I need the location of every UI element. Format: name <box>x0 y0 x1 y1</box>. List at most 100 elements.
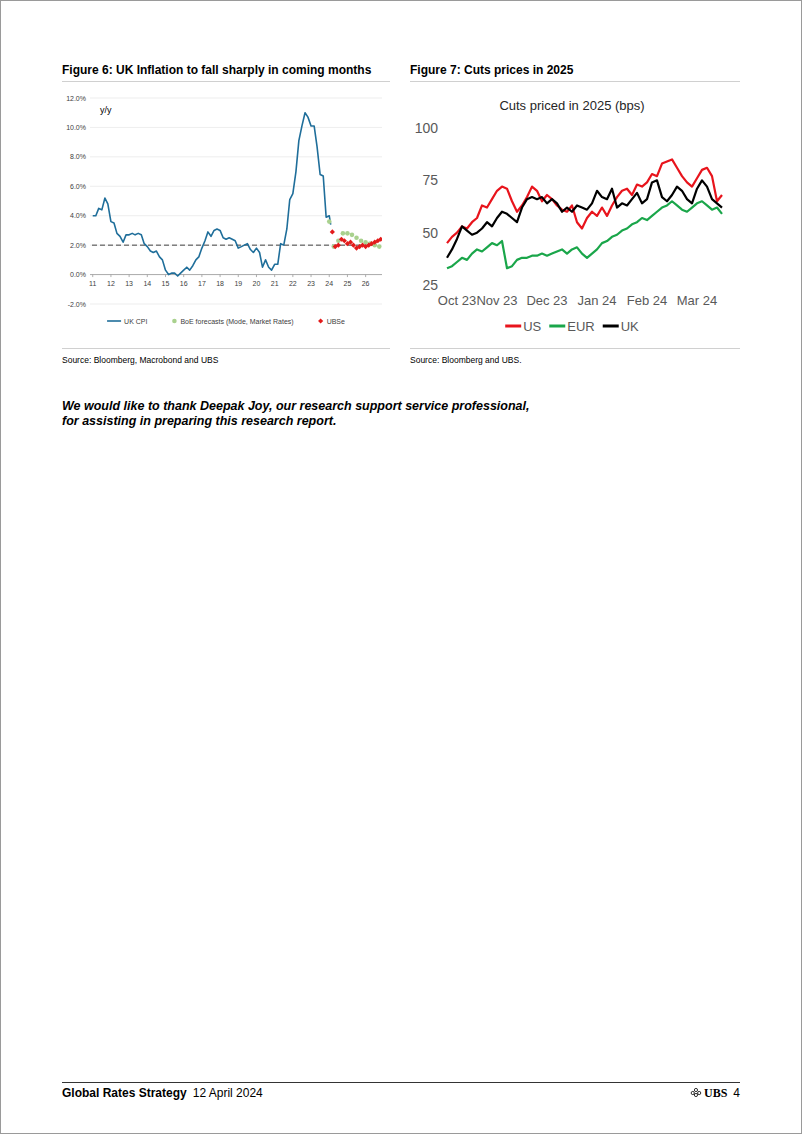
footer-brand: UBS <box>704 1086 728 1100</box>
x-tick <box>110 275 111 278</box>
logo-icon <box>691 1088 701 1096</box>
x-tick-label: Oct 23 <box>438 293 476 308</box>
legend-label: UBSe <box>327 318 345 325</box>
x-tick-label: 25 <box>344 280 352 287</box>
legend-symbol <box>107 320 121 322</box>
series-point <box>377 244 382 249</box>
y-tick <box>444 232 446 233</box>
legend-item: EUR <box>549 319 594 334</box>
x-tick-label: 19 <box>234 280 242 287</box>
series-point <box>363 240 368 245</box>
x-tick <box>292 275 293 278</box>
logo-part <box>694 1088 697 1091</box>
y-tick-label: 10.0% <box>66 124 86 131</box>
y-tick-label: -2.0% <box>68 301 86 308</box>
plot-area <box>447 159 722 268</box>
x-tick-label: 26 <box>362 280 370 287</box>
y-tick <box>444 128 446 129</box>
x-tick <box>147 275 148 278</box>
page-border <box>1 1 802 1134</box>
x-tick <box>183 275 184 278</box>
page: Figure 6: UK Inflation to fall sharply i… <box>0 0 802 1134</box>
legend-symbol <box>505 325 521 328</box>
y-tick <box>444 180 446 181</box>
legend-item: UK <box>603 319 639 334</box>
x-tick <box>201 275 202 278</box>
logo-part <box>698 1091 701 1094</box>
chart-figure-6: Figure 6: UK Inflation to fall sharply i… <box>62 63 390 365</box>
x-tick <box>92 275 93 278</box>
footer-date: 12 April 2024 <box>193 1086 263 1100</box>
x-tick-label: 21 <box>271 280 279 287</box>
legend-symbol <box>172 319 177 324</box>
series-line <box>447 201 722 268</box>
x-tick <box>311 275 312 278</box>
series-point <box>378 237 382 242</box>
legend-symbol <box>549 325 565 328</box>
x-tick-label: Nov 23 <box>476 293 517 308</box>
legend-label: UK CPI <box>124 318 147 325</box>
x-tick-label: 18 <box>216 280 224 287</box>
legend-item: UBSe <box>318 318 345 325</box>
series-line <box>93 113 331 276</box>
grid-line <box>90 304 382 305</box>
x-tick-label: 11 <box>89 280 96 287</box>
y-tick-label: 4.0% <box>70 212 86 219</box>
y-tick-label: 50 <box>422 225 438 241</box>
y-tick-label: 0.0% <box>70 271 86 278</box>
x-tick-label: Mar 24 <box>677 293 717 308</box>
series-point <box>327 219 332 224</box>
footer-report: Global Rates Strategy <box>62 1086 187 1100</box>
acknowledgment: for assisting in preparing this research… <box>62 414 336 428</box>
series-point <box>345 231 350 236</box>
separator <box>62 348 390 349</box>
x-tick-label: Feb 24 <box>627 293 667 308</box>
chart-title: Figure 7: Cuts prices in 2025 <box>410 63 574 77</box>
x-tick <box>347 275 348 278</box>
separator <box>410 81 740 82</box>
x-tick <box>129 275 130 278</box>
plot-area <box>92 113 382 276</box>
source: Source: Bloomberg, Macrobond and UBS <box>62 355 219 365</box>
x-tick-label: 15 <box>162 280 170 287</box>
x-tick-label: Jan 24 <box>577 293 616 308</box>
x-tick <box>256 275 257 278</box>
chart-title: Figure 6: UK Inflation to fall sharply i… <box>62 63 372 77</box>
x-tick <box>274 275 275 278</box>
y-tick-label: 25 <box>422 277 438 293</box>
series-point <box>336 243 341 248</box>
separator <box>62 81 390 82</box>
chart-subtitle: Cuts priced in 2025 (bps) <box>499 98 644 113</box>
legend-item: UK CPI <box>107 318 147 325</box>
x-tick-label: Dec 23 <box>526 293 567 308</box>
series-point <box>359 238 364 243</box>
y-tick-label: 2.0% <box>70 242 86 249</box>
x-tick <box>220 275 221 278</box>
y-tick <box>444 285 446 286</box>
source: Source: Bloomberg and UBS. <box>410 355 522 365</box>
x-tick <box>329 275 330 278</box>
grid-line <box>90 215 382 216</box>
grid-line <box>90 274 382 275</box>
legend-symbol <box>603 325 619 328</box>
series-point <box>350 233 355 238</box>
x-tick-label: 20 <box>253 280 261 287</box>
grid-line <box>90 186 382 187</box>
series-point <box>330 229 335 234</box>
legend-label: BoE forecasts (Mode, Market Rates) <box>180 318 293 326</box>
y-tick-label: 8.0% <box>70 153 86 160</box>
grid-line <box>90 98 382 99</box>
x-tick <box>365 275 366 278</box>
x-tick-label: 24 <box>325 280 333 287</box>
x-tick <box>165 275 166 278</box>
legend-symbol <box>318 318 323 323</box>
legend: US EUR UK <box>505 319 639 334</box>
series-line <box>447 180 722 257</box>
x-tick-label: 16 <box>180 280 188 287</box>
x-tick-label: 17 <box>198 280 206 287</box>
legend-item: US <box>505 319 541 334</box>
series-point <box>354 235 359 240</box>
separator <box>410 348 740 349</box>
x-axis <box>90 274 382 275</box>
acknowledgment: We would like to thank Deepak Joy, our r… <box>62 399 530 413</box>
